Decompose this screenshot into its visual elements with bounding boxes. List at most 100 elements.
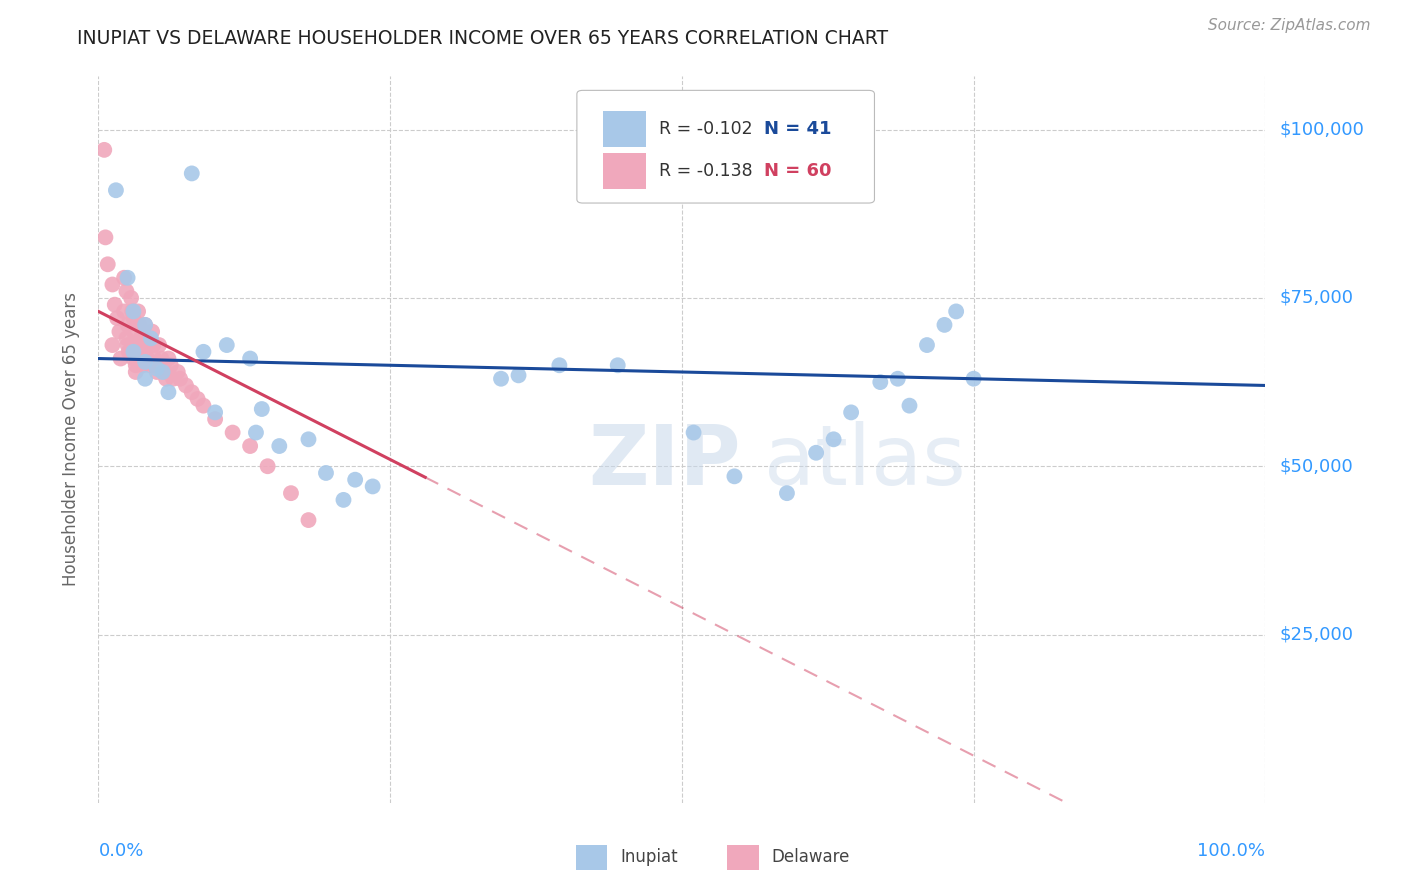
FancyBboxPatch shape	[603, 153, 645, 189]
Point	[934, 318, 956, 332]
Point	[169, 372, 191, 386]
Text: Source: ZipAtlas.com: Source: ZipAtlas.com	[1208, 18, 1371, 33]
Text: 0.0%: 0.0%	[98, 842, 143, 860]
Point	[134, 318, 156, 332]
Point	[125, 358, 148, 372]
Point	[148, 338, 170, 352]
Point	[869, 375, 891, 389]
Point	[141, 325, 163, 339]
Point	[962, 372, 984, 386]
Point	[508, 368, 530, 383]
Point	[146, 361, 169, 376]
Point	[122, 325, 145, 339]
Point	[139, 331, 162, 345]
Point	[145, 358, 167, 372]
Point	[180, 166, 202, 180]
Point	[134, 372, 156, 386]
Point	[180, 385, 202, 400]
Point	[122, 304, 145, 318]
Point	[94, 230, 117, 244]
Point	[159, 358, 181, 372]
Point	[315, 466, 337, 480]
Point	[256, 459, 278, 474]
Point	[115, 331, 138, 345]
Text: N = 41: N = 41	[763, 120, 831, 137]
Point	[104, 298, 127, 312]
Point	[117, 270, 139, 285]
Point	[174, 378, 197, 392]
Point	[193, 344, 215, 359]
Point	[122, 311, 145, 326]
Text: 100.0%: 100.0%	[1198, 842, 1265, 860]
Point	[187, 392, 209, 406]
Point	[134, 318, 156, 332]
Point	[142, 338, 165, 352]
Point	[134, 355, 156, 369]
Text: $50,000: $50,000	[1279, 458, 1353, 475]
Point	[122, 351, 145, 366]
Point	[245, 425, 267, 440]
Point	[898, 399, 921, 413]
Point	[548, 358, 571, 372]
FancyBboxPatch shape	[575, 845, 607, 870]
Point	[127, 304, 149, 318]
Point	[250, 402, 273, 417]
Point	[193, 399, 215, 413]
Point	[93, 143, 115, 157]
Point	[297, 513, 319, 527]
Point	[839, 405, 862, 419]
Point	[131, 351, 153, 366]
Point	[489, 372, 512, 386]
Point	[101, 338, 124, 352]
Text: Inupiat: Inupiat	[620, 848, 678, 866]
Point	[215, 338, 238, 352]
Point	[132, 358, 155, 372]
Point	[153, 365, 176, 379]
Text: $100,000: $100,000	[1279, 120, 1364, 138]
Point	[776, 486, 799, 500]
Point	[887, 372, 910, 386]
Point	[122, 338, 145, 352]
Text: $25,000: $25,000	[1279, 625, 1354, 643]
Point	[101, 277, 124, 292]
Text: atlas: atlas	[763, 421, 966, 501]
Point	[120, 291, 142, 305]
Point	[97, 257, 120, 271]
Point	[150, 351, 173, 366]
Point	[125, 365, 148, 379]
Point	[332, 492, 354, 507]
Point	[221, 425, 243, 440]
Point	[112, 270, 135, 285]
Point	[108, 325, 131, 339]
Point	[157, 385, 180, 400]
Text: R = -0.138: R = -0.138	[658, 162, 752, 180]
Point	[139, 358, 162, 372]
Point	[152, 365, 174, 379]
Point	[155, 372, 177, 386]
Point	[122, 344, 145, 359]
Point	[344, 473, 367, 487]
Point	[361, 479, 384, 493]
Point	[146, 365, 169, 379]
Point	[128, 318, 150, 332]
Point	[143, 351, 166, 366]
Text: R = -0.102: R = -0.102	[658, 120, 752, 137]
Point	[105, 311, 128, 326]
Text: $75,000: $75,000	[1279, 289, 1354, 307]
FancyBboxPatch shape	[727, 845, 759, 870]
Point	[104, 183, 127, 197]
Text: N = 60: N = 60	[763, 162, 831, 180]
Text: ZIP: ZIP	[589, 421, 741, 501]
Point	[823, 432, 845, 446]
Point	[129, 331, 152, 345]
Point	[269, 439, 291, 453]
Point	[804, 446, 827, 460]
Point	[682, 425, 704, 440]
Point	[280, 486, 302, 500]
Point	[115, 284, 138, 298]
Point	[152, 358, 174, 372]
Point	[915, 338, 938, 352]
Point	[157, 351, 180, 366]
Point	[136, 338, 159, 352]
Point	[204, 405, 226, 419]
